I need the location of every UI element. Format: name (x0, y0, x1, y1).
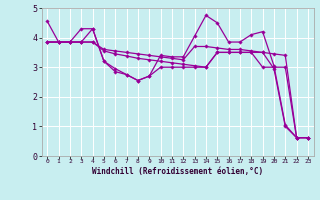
X-axis label: Windchill (Refroidissement éolien,°C): Windchill (Refroidissement éolien,°C) (92, 167, 263, 176)
